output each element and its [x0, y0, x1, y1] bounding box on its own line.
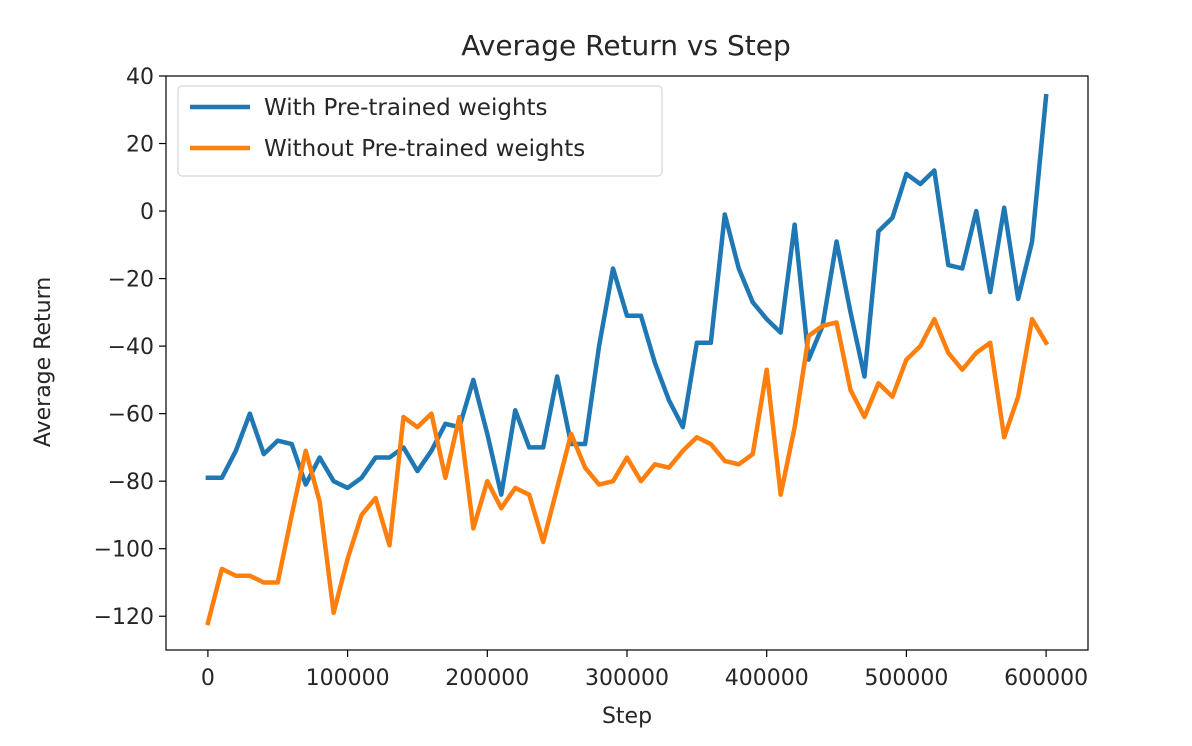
x-tick-label: 400000	[725, 666, 809, 691]
y-tick-label: −100	[94, 538, 154, 563]
y-tick-label: 20	[126, 133, 154, 158]
legend: With Pre-trained weights Without Pre-tra…	[177, 85, 663, 177]
x-tick-label: 200000	[445, 666, 529, 691]
y-axis: 40 20 0 −20 −40 −60 −80 −100 −120	[94, 65, 166, 630]
series-layer	[205, 93, 1050, 626]
x-axis-title: Step	[602, 704, 652, 729]
x-tick-label: 300000	[585, 666, 669, 691]
legend-label-with-pretrained: With Pre-trained weights	[264, 95, 548, 121]
legend-label-without-pretrained: Without Pre-trained weights	[264, 136, 585, 162]
y-tick-label: 40	[126, 65, 154, 90]
y-axis-title: Average Return	[31, 277, 56, 447]
y-tick-label: −40	[108, 335, 154, 360]
y-tick-label: −80	[108, 470, 154, 495]
y-tick-label: 0	[140, 200, 154, 225]
x-tick-label: 0	[201, 666, 215, 691]
legend-box	[177, 85, 663, 177]
x-tick-label: 600000	[1004, 666, 1088, 691]
x-axis: 0 100000 200000 300000 400000 500000 600000	[201, 650, 1088, 691]
y-tick-label: −60	[108, 403, 154, 428]
x-tick-label: 500000	[864, 666, 948, 691]
x-tick-label: 100000	[306, 666, 390, 691]
chart-title: Average Return vs Step	[461, 29, 791, 62]
y-tick-label: −20	[108, 268, 154, 293]
series-line-with-pretrained	[205, 93, 1049, 497]
series-line-without-pretrained	[205, 316, 1050, 626]
y-tick-label: −120	[94, 605, 154, 630]
